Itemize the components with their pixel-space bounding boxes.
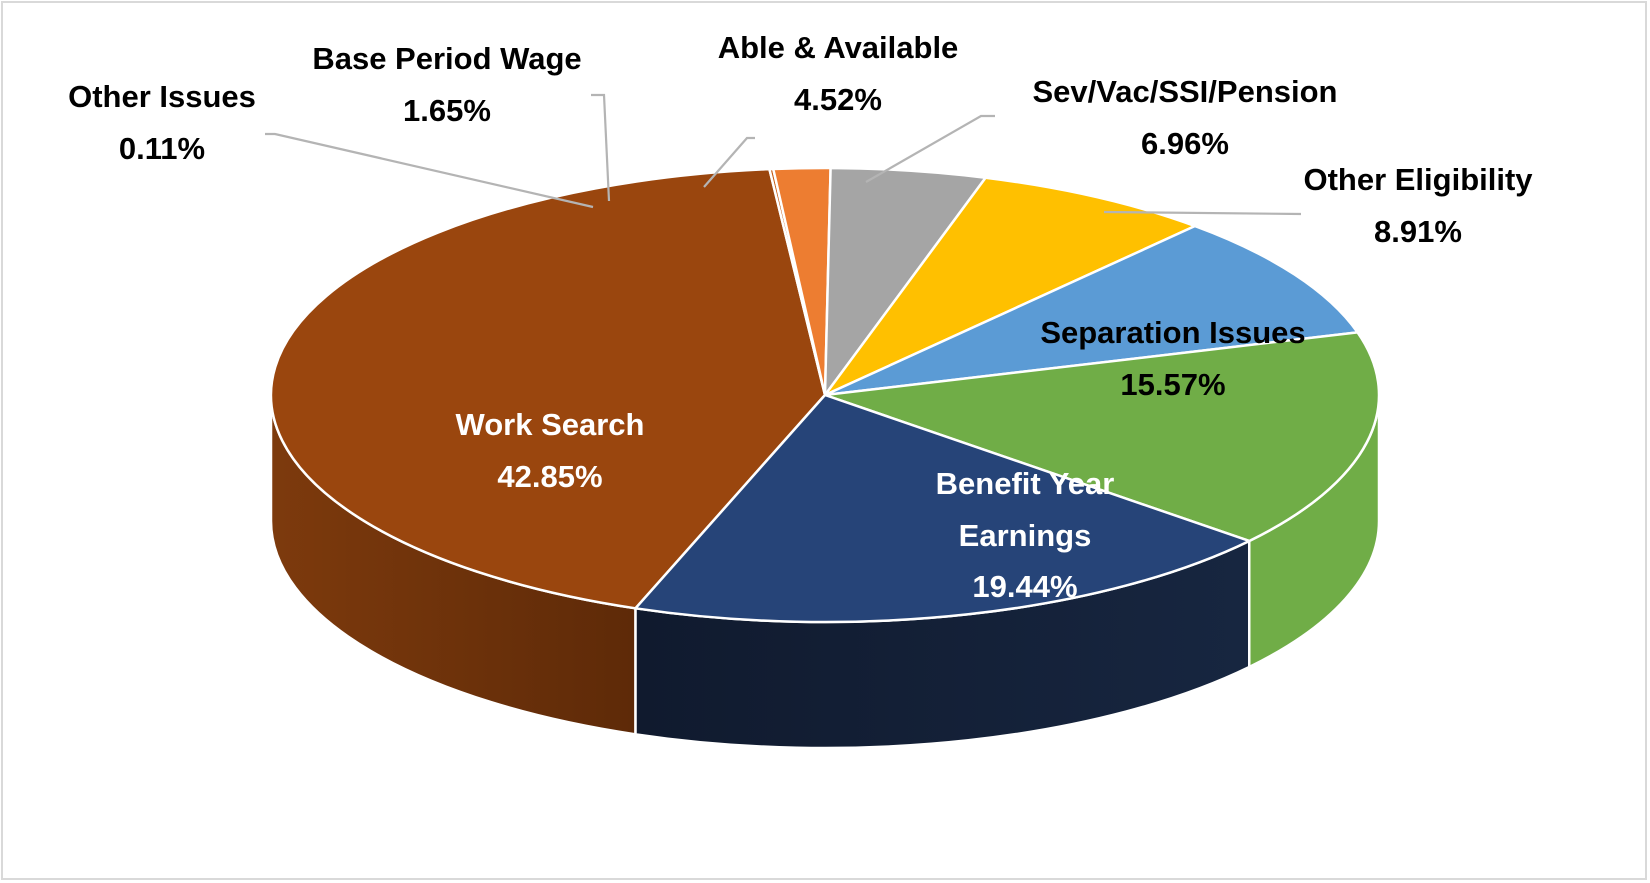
data-label-value-sev-vac-ssi-pension: 6.96% xyxy=(1141,126,1229,161)
data-label-value-base-period-wage: 1.65% xyxy=(403,93,491,128)
data-label-value-work-search: 42.85% xyxy=(497,459,602,494)
leader-line-able-available xyxy=(703,136,755,188)
slice-benefit-year-earnings xyxy=(634,393,1251,624)
pie-chart: Work Search 42.85% Other Issues 0.11% Base P… xyxy=(68,30,1533,750)
slice-other-eligibility xyxy=(823,224,1359,397)
slice-sev-vac-ssi-pension xyxy=(823,176,1197,397)
leader-line-base-period-wage xyxy=(591,93,611,202)
data-label-value-able-available: 4.52% xyxy=(794,82,882,117)
data-label-value-other-issues: 0.11% xyxy=(119,131,205,166)
data-label-name-benefit-year-earnings-line1: Benefit Year xyxy=(936,466,1115,501)
data-label-name-benefit-year-earnings-line2: Earnings xyxy=(959,518,1092,553)
data-label-value-other-eligibility: 8.91% xyxy=(1374,214,1462,249)
leader-lines xyxy=(265,93,1302,216)
leader-line-other-issues xyxy=(265,132,594,209)
data-label-value-separation-issues: 15.57% xyxy=(1120,367,1225,402)
slice-separation-issues xyxy=(823,331,1381,543)
leader-line-other-eligibility xyxy=(1103,210,1302,216)
data-label-name-sev-vac-ssi-pension: Sev/Vac/SSI/Pension xyxy=(1033,74,1338,109)
pie-top-faces xyxy=(269,166,1381,624)
leader-line-sev-vac-ssi-pension xyxy=(865,114,995,183)
data-label-name-work-search: Work Search xyxy=(456,407,645,442)
data-label-name-separation-issues: Separation Issues xyxy=(1040,315,1305,350)
slice-work-search xyxy=(269,167,827,610)
data-label-name-other-issues: Other Issues xyxy=(68,79,256,114)
data-label-name-able-available: Able & Available xyxy=(718,30,959,65)
slice-able-available xyxy=(823,166,987,397)
data-label-value-benefit-year-earnings: 19.44% xyxy=(972,569,1077,604)
data-label-name-base-period-wage: Base Period Wage xyxy=(312,41,581,76)
data-label-name-other-eligibility: Other Eligibility xyxy=(1303,162,1533,197)
data-labels: Work Search 42.85% Other Issues 0.11% Base P… xyxy=(68,30,1533,604)
